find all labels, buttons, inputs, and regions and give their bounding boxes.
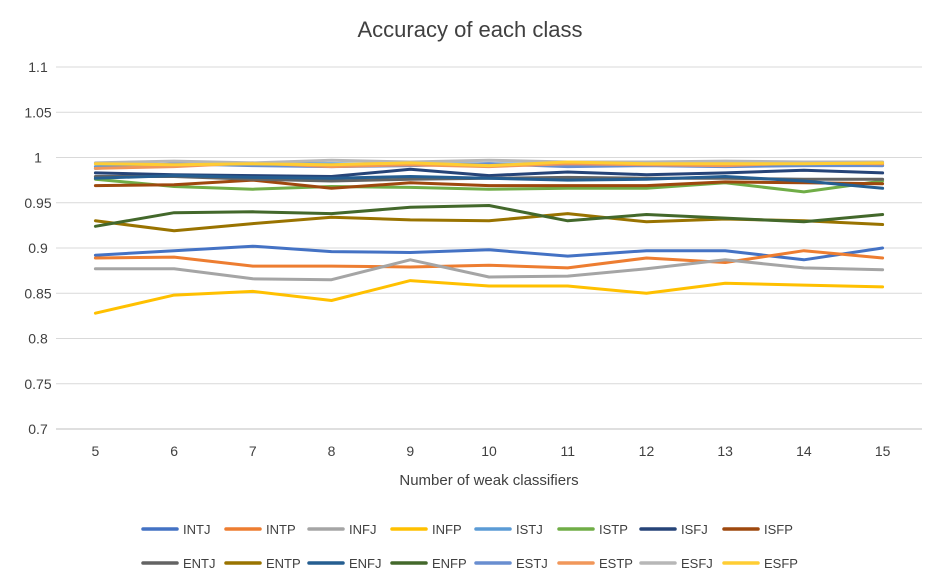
legend-label: INFJ xyxy=(349,522,376,537)
legend-label: INFP xyxy=(432,522,462,537)
legend-item-enfj: ENFJ xyxy=(307,556,382,571)
series-line-istp xyxy=(93,177,885,194)
legend-item-esfp: ESFP xyxy=(722,556,798,571)
legend-item-intj: INTJ xyxy=(141,522,210,537)
legend-item-isfp: ISFP xyxy=(722,522,793,537)
legend-label: ESFP xyxy=(764,556,798,571)
x-axis-ticks: 5 6 7 8 9 10 11 12 13 14 15 xyxy=(91,443,890,459)
gridlines xyxy=(56,66,922,430)
x-tick-label: 10 xyxy=(481,443,497,459)
series-line-intj xyxy=(93,244,885,262)
legend-label: ISFP xyxy=(764,522,793,537)
x-tick-label: 12 xyxy=(639,443,655,459)
x-tick-label: 8 xyxy=(328,443,336,459)
legend-item-infp: INFP xyxy=(390,522,462,537)
legend-label: ESTP xyxy=(599,556,633,571)
legend-label: ESFJ xyxy=(681,556,713,571)
legend-label: INTJ xyxy=(183,522,210,537)
y-tick-label: 0.8 xyxy=(28,331,48,347)
series-line-infp xyxy=(93,279,885,315)
legend-item-istj: ISTJ xyxy=(474,522,543,537)
series-line-esfp xyxy=(93,160,885,168)
legend-label: INTP xyxy=(266,522,296,537)
legend-item-estj: ESTJ xyxy=(474,556,548,571)
series-line-infj xyxy=(93,258,885,282)
x-tick-label: 5 xyxy=(91,443,99,459)
legend-label: ENTJ xyxy=(183,556,216,571)
legend-item-enfp: ENFP xyxy=(390,556,467,571)
series-line-esfj xyxy=(93,158,885,165)
legend-item-intp: INTP xyxy=(224,522,296,537)
series-lines xyxy=(93,158,885,315)
legend-item-esfj: ESFJ xyxy=(639,556,713,571)
x-axis-label: Number of weak classifiers xyxy=(399,472,578,489)
x-tick-label: 6 xyxy=(170,443,178,459)
legend-item-entp: ENTP xyxy=(224,556,301,571)
chart-title: Accuracy of each class xyxy=(358,17,583,42)
legend-label: ENTP xyxy=(266,556,301,571)
legend-label: ENFP xyxy=(432,556,467,571)
x-tick-label: 13 xyxy=(717,443,733,459)
legend-item-istp: ISTP xyxy=(557,522,628,537)
y-axis-ticks: 0.7 0.75 0.8 0.85 0.9 0.95 1 1.05 1.1 xyxy=(24,59,51,437)
legend-item-entj: ENTJ xyxy=(141,556,216,571)
x-tick-label: 9 xyxy=(406,443,414,459)
series-line-intp xyxy=(93,249,885,270)
y-tick-label: 0.95 xyxy=(24,195,51,211)
y-tick-label: 1.1 xyxy=(28,59,48,75)
x-tick-label: 7 xyxy=(249,443,257,459)
series-line-enfj xyxy=(93,174,885,190)
y-tick-label: 0.9 xyxy=(28,240,48,256)
x-tick-label: 11 xyxy=(560,443,575,459)
series-line-enfp xyxy=(93,204,885,228)
legend-label: ENFJ xyxy=(349,556,382,571)
legend-label: ISTJ xyxy=(516,522,543,537)
legend-label: ISTP xyxy=(599,522,628,537)
legend-label: ESTJ xyxy=(516,556,548,571)
legend-item-infj: INFJ xyxy=(307,522,376,537)
x-tick-label: 14 xyxy=(796,443,812,459)
legend-item-estp: ESTP xyxy=(557,556,633,571)
y-tick-label: 0.75 xyxy=(24,376,51,392)
legend-item-isfj: ISFJ xyxy=(639,522,708,537)
legend: INTJ INTP INFJ INFP ISTJ ISTP ISFJ ISFP ENTJ ENTP… xyxy=(141,522,798,571)
series-line-entp xyxy=(93,212,885,233)
x-tick-label: 15 xyxy=(875,443,891,459)
y-tick-label: 0.85 xyxy=(24,285,51,301)
legend-label: ISFJ xyxy=(681,522,708,537)
series-line-isfp xyxy=(93,178,885,190)
y-tick-label: 0.7 xyxy=(28,421,48,437)
y-tick-label: 1 xyxy=(34,150,42,166)
y-tick-label: 1.05 xyxy=(24,104,51,120)
